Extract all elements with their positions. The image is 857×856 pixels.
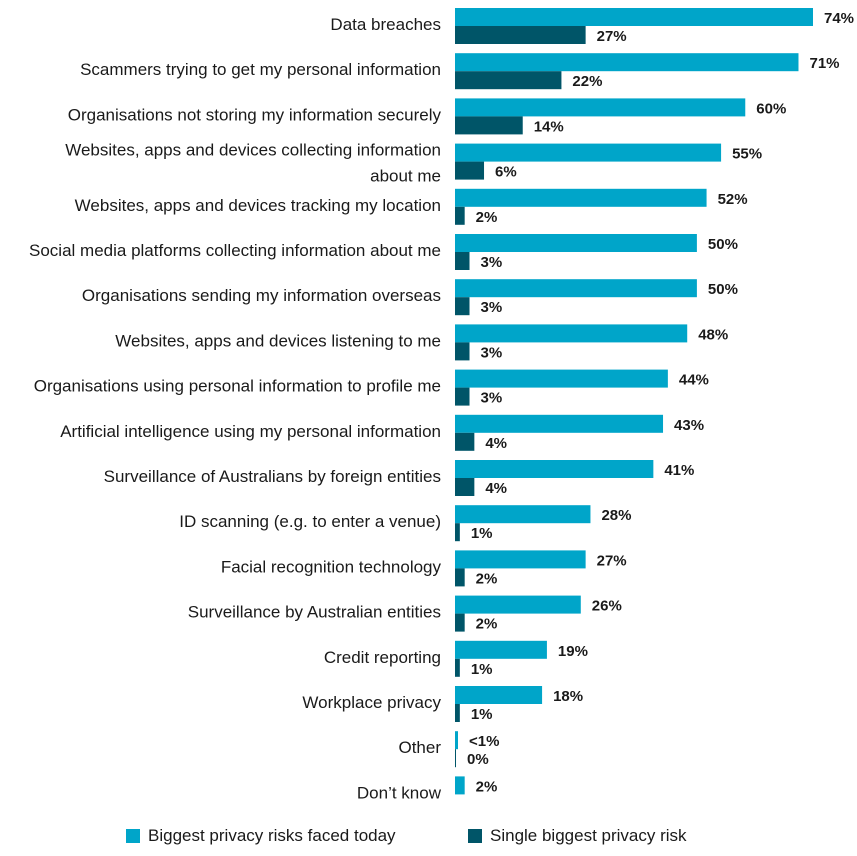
bar-series-2 bbox=[455, 297, 470, 316]
legend-swatch-series-1 bbox=[126, 829, 140, 843]
data-label-series-1: 43% bbox=[674, 417, 704, 434]
data-label-series-2: 4% bbox=[485, 480, 507, 497]
category-label: Don’t know bbox=[357, 783, 442, 802]
bar-series-2 bbox=[455, 704, 460, 722]
data-label-series-2: 2% bbox=[476, 616, 498, 633]
data-label-series-2: 2% bbox=[476, 570, 498, 587]
category-label: Data breaches bbox=[330, 15, 441, 34]
bar-series-1 bbox=[455, 550, 586, 569]
data-label-series-1: <1% bbox=[469, 733, 499, 750]
category-label: Workplace privacy bbox=[302, 693, 441, 712]
category-label: Organisations not storing my information… bbox=[68, 105, 442, 124]
data-label-series-1: 26% bbox=[592, 598, 622, 615]
bar-series-1 bbox=[455, 143, 722, 162]
category-label: Surveillance by Australian entities bbox=[188, 603, 441, 622]
data-label-series-1: 18% bbox=[553, 688, 583, 705]
bar-series-2 bbox=[455, 523, 460, 542]
category-label: Organisations using personal information… bbox=[34, 377, 441, 396]
legend-item-series-2: Single biggest privacy risk bbox=[468, 826, 687, 846]
data-label-series-1: 2% bbox=[476, 778, 498, 795]
bar-series-1 bbox=[455, 505, 591, 524]
bar-series-1 bbox=[455, 595, 581, 614]
category-label: Websites, apps and devices collecting in… bbox=[65, 141, 441, 186]
bar-series-2 bbox=[455, 71, 562, 90]
category-label: Credit reporting bbox=[324, 648, 441, 667]
category-label: Websites, apps and devices listening to … bbox=[115, 331, 441, 350]
category-label: Websites, apps and devices tracking my l… bbox=[75, 196, 441, 215]
bar-series-2 bbox=[455, 478, 475, 496]
category-label: ID scanning (e.g. to enter a venue) bbox=[179, 512, 441, 531]
data-label-series-2: 3% bbox=[481, 299, 503, 316]
bar-series-2 bbox=[455, 342, 470, 361]
bar-series-1 bbox=[455, 640, 547, 659]
bar-series-2 bbox=[455, 613, 465, 632]
data-label-series-2: 1% bbox=[471, 706, 493, 723]
data-label-series-2: 27% bbox=[597, 28, 627, 45]
bar-series-1 bbox=[455, 53, 799, 72]
data-label-series-1: 50% bbox=[708, 236, 738, 253]
data-label-series-1: 19% bbox=[558, 643, 588, 660]
category-label: Organisations sending my information ove… bbox=[82, 286, 441, 305]
bar-series-2 bbox=[455, 252, 470, 270]
data-label-series-2: 3% bbox=[481, 344, 503, 361]
data-label-series-1: 41% bbox=[664, 462, 694, 479]
bar-series-2 bbox=[455, 116, 523, 135]
category-label: Artificial intelligence using my persona… bbox=[60, 422, 441, 441]
data-label-series-2: 0% bbox=[467, 751, 489, 768]
data-label-series-1: 71% bbox=[809, 55, 839, 72]
bar-series-1 bbox=[455, 98, 746, 117]
bar-series-1 bbox=[455, 188, 707, 207]
bar-series-2 bbox=[455, 432, 475, 451]
bar-series-1 bbox=[455, 731, 458, 750]
chart-legend: Biggest privacy risks faced today Single… bbox=[0, 826, 857, 854]
bar-series-2 bbox=[455, 749, 456, 768]
legend-label-series-2: Single biggest privacy risk bbox=[490, 826, 687, 845]
bar-series-2 bbox=[455, 387, 470, 406]
bar-series-2 bbox=[455, 568, 465, 587]
data-label-series-1: 44% bbox=[679, 372, 709, 389]
data-label-series-1: 48% bbox=[698, 326, 728, 343]
data-label-series-2: 1% bbox=[471, 525, 493, 542]
data-label-series-1: 50% bbox=[708, 281, 738, 298]
bar-series-2 bbox=[455, 658, 460, 677]
bar-series-2 bbox=[455, 26, 586, 44]
data-label-series-2: 6% bbox=[495, 164, 517, 181]
category-label: Other bbox=[398, 738, 441, 757]
bar-series-1 bbox=[455, 324, 688, 343]
category-label: Scammers trying to get my personal infor… bbox=[80, 60, 441, 79]
bar-series-1 bbox=[455, 234, 697, 252]
legend-item-series-1: Biggest privacy risks faced today bbox=[126, 826, 396, 846]
data-label-series-1: 52% bbox=[718, 191, 748, 208]
data-label-series-1: 74% bbox=[824, 10, 854, 27]
bar-series-1 bbox=[455, 414, 664, 433]
bar-series-1 bbox=[455, 8, 813, 26]
bar-series-1 bbox=[455, 369, 668, 388]
bar-chart: Data breaches 74% 27% Scammers trying to ge… bbox=[29, 8, 854, 802]
category-label: Facial recognition technology bbox=[221, 557, 442, 576]
bar-series-1 bbox=[455, 686, 543, 704]
bar-series-2 bbox=[455, 206, 465, 225]
data-label-series-1: 55% bbox=[732, 146, 762, 163]
bar-series-1 bbox=[455, 776, 465, 795]
data-label-series-2: 14% bbox=[534, 118, 564, 135]
data-label-series-2: 2% bbox=[476, 209, 498, 226]
data-label-series-2: 3% bbox=[481, 254, 503, 271]
data-label-series-2: 4% bbox=[485, 435, 507, 452]
bar-series-1 bbox=[455, 460, 654, 478]
bar-series-1 bbox=[455, 279, 697, 298]
legend-swatch-series-2 bbox=[468, 829, 482, 843]
bar-series-2 bbox=[455, 161, 485, 180]
data-label-series-2: 22% bbox=[572, 73, 602, 90]
category-label: Social media platforms collecting inform… bbox=[29, 241, 441, 260]
category-label: Surveillance of Australians by foreign e… bbox=[104, 467, 441, 486]
data-label-series-1: 27% bbox=[597, 552, 627, 569]
data-label-series-2: 3% bbox=[481, 390, 503, 407]
data-label-series-2: 1% bbox=[471, 661, 493, 678]
data-label-series-1: 28% bbox=[601, 507, 631, 524]
data-label-series-1: 60% bbox=[756, 100, 786, 117]
legend-label-series-1: Biggest privacy risks faced today bbox=[148, 826, 396, 845]
